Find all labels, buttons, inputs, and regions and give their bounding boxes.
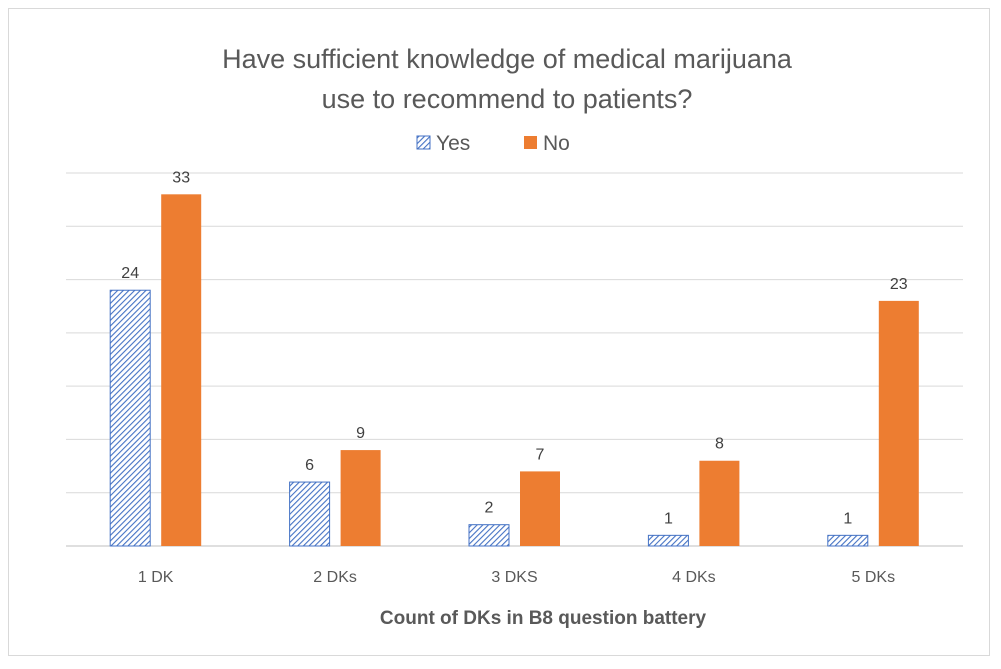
bar-no-3 xyxy=(520,471,560,546)
legend-swatch-yes xyxy=(416,135,431,150)
data-labels: 24 33 6 9 2 7 1 8 1 23 xyxy=(121,169,907,527)
data-label-yes-1: 24 xyxy=(121,265,139,282)
x-tick-label-5: 5 DKs xyxy=(852,569,896,586)
x-tick-labels: 1 DK 2 DKs 3 DKS 4 DKs 5 DKs xyxy=(138,569,895,586)
data-label-yes-2: 6 xyxy=(305,457,314,474)
chart-title-line-1: Have sufficient knowledge of medical mar… xyxy=(222,44,793,74)
data-label-yes-3: 2 xyxy=(485,500,494,517)
x-tick-label-1: 1 DK xyxy=(138,569,174,586)
x-axis-title: Count of DKs in B8 question battery xyxy=(380,608,707,629)
data-label-yes-5: 1 xyxy=(843,510,852,527)
bar-yes-3 xyxy=(468,524,510,547)
x-tick-label-3: 3 DKS xyxy=(491,569,537,586)
data-label-yes-4: 1 xyxy=(664,510,673,527)
chart-title-line-2: use to recommend to patients? xyxy=(322,84,693,114)
data-label-no-4: 8 xyxy=(715,436,724,453)
bar-yes-1 xyxy=(109,289,151,547)
legend-label-no: No xyxy=(543,132,570,155)
data-label-no-2: 9 xyxy=(356,425,365,442)
gridlines xyxy=(66,172,963,547)
bar-no-4 xyxy=(699,460,740,546)
legend-label-yes: Yes xyxy=(436,132,470,155)
bars xyxy=(109,194,919,547)
x-tick-label-4: 4 DKs xyxy=(672,569,716,586)
bar-no-1 xyxy=(161,194,202,547)
data-label-no-5: 23 xyxy=(890,276,908,293)
bar-yes-5 xyxy=(827,534,869,547)
legend: Yes No xyxy=(416,132,570,155)
bar-no-5 xyxy=(878,300,919,546)
bar-no-2 xyxy=(340,450,381,546)
data-label-no-3: 7 xyxy=(536,446,545,463)
bar-yes-4 xyxy=(647,534,689,547)
x-tick-label-2: 2 DKs xyxy=(313,569,357,586)
legend-swatch-no xyxy=(524,136,537,149)
bar-yes-2 xyxy=(289,481,331,547)
data-label-no-1: 33 xyxy=(172,169,190,186)
